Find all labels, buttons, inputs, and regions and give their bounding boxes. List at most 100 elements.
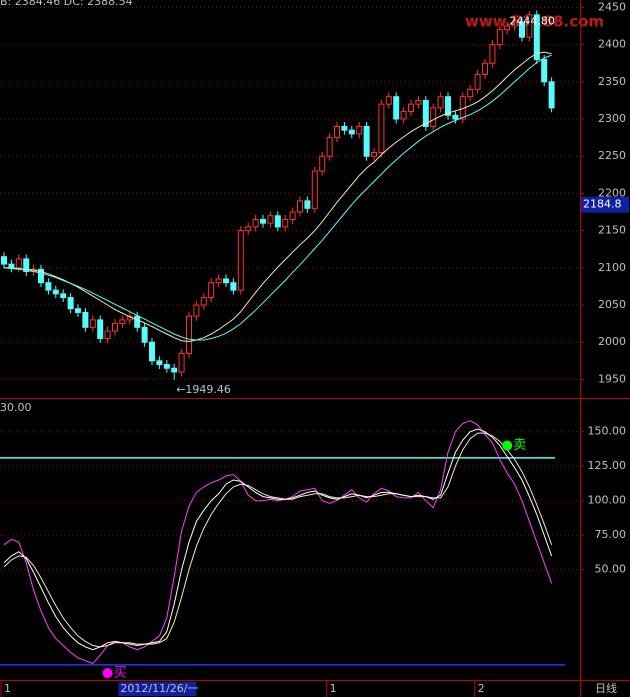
- candle-body: [474, 73, 481, 90]
- candle-body: [348, 129, 355, 135]
- candle-body: [289, 211, 296, 220]
- y-tick-label: 2200: [598, 186, 626, 199]
- candle-body: [437, 96, 444, 109]
- y-tick-label: 2350: [598, 75, 626, 88]
- signal-label: 卖: [513, 438, 526, 453]
- candle-body: [430, 107, 437, 127]
- candle-body: [97, 319, 104, 339]
- candle-body: [82, 311, 89, 328]
- candle-body: [526, 14, 533, 38]
- candle-body: [297, 200, 303, 213]
- candle-body: [356, 125, 363, 135]
- indicator-line: [3, 428, 553, 651]
- candle-body: [223, 278, 229, 284]
- candle-body: [326, 137, 333, 157]
- price-label: 2184.8: [583, 198, 622, 211]
- candle-body: [75, 308, 81, 313]
- candle-body: [171, 367, 178, 373]
- signal-dot: [502, 440, 513, 451]
- candle-body: [378, 103, 385, 154]
- candle-body: [496, 29, 503, 46]
- candle-body: [304, 200, 311, 209]
- candle-body: [230, 282, 237, 291]
- candle-body: [385, 96, 392, 105]
- indicator-line: [3, 432, 553, 648]
- candle-body: [393, 96, 400, 120]
- signal-label: 买: [114, 666, 127, 681]
- y-tick-label: 2450: [598, 0, 626, 13]
- candle-body: [60, 293, 67, 299]
- y-tick-label: 125.00: [588, 459, 627, 472]
- candle-body: [282, 218, 289, 228]
- y-tick-label: 100.00: [588, 494, 627, 507]
- candle-body: [112, 323, 118, 332]
- candle-body: [260, 218, 266, 224]
- moving-average: [4, 51, 552, 343]
- candle-body: [156, 360, 163, 366]
- candle-body: [482, 62, 488, 75]
- y-tick-label: 2250: [598, 149, 626, 162]
- annotation: 2444.80: [509, 14, 555, 27]
- x-tick-label: 2012/11/26/一: [120, 682, 198, 695]
- candle-body: [200, 297, 207, 306]
- signal-dot: [102, 668, 113, 679]
- candle-body: [8, 263, 15, 269]
- candle-body: [504, 25, 511, 31]
- candle-body: [141, 326, 148, 343]
- header: B: 2384.46 DC: 2388.54: [0, 0, 133, 8]
- y-tick-label: 2000: [598, 335, 626, 348]
- candle-body: [237, 230, 244, 291]
- candle-body: [548, 81, 555, 109]
- candle-body: [511, 21, 518, 27]
- y-tick-label: 2150: [598, 224, 626, 237]
- candle-body: [541, 59, 548, 83]
- candle-body: [38, 268, 44, 284]
- candle-body: [215, 278, 222, 284]
- candle-body: [15, 258, 22, 269]
- candle-body: [149, 341, 155, 362]
- candle-body: [45, 282, 52, 291]
- indicator-header: 30.00: [0, 401, 32, 414]
- candle-body: [519, 21, 525, 38]
- candle-body: [408, 103, 414, 113]
- candle-body: [104, 330, 111, 339]
- candle-body: [341, 125, 348, 131]
- indicator-line: [3, 420, 553, 664]
- candle-body: [252, 218, 259, 228]
- candle-body: [452, 114, 459, 120]
- candle-body: [245, 226, 252, 232]
- y-tick-label: 1950: [598, 372, 626, 385]
- candle-body: [422, 99, 429, 127]
- candle-body: [311, 170, 318, 209]
- y-tick-label: 2050: [598, 298, 626, 311]
- candle-body: [334, 125, 340, 139]
- y-tick-label: 150.00: [588, 425, 627, 438]
- candle-body: [319, 155, 326, 172]
- candle-body: [489, 44, 496, 64]
- y-tick-label: 2300: [598, 112, 626, 125]
- candle-body: [467, 88, 474, 98]
- candle-body: [415, 99, 422, 105]
- candle-body: [52, 289, 59, 295]
- candle-body: [193, 304, 200, 317]
- candle-body: [163, 364, 170, 369]
- annotation: ←1949.46: [176, 383, 231, 396]
- x-tick-label: 1: [330, 682, 337, 695]
- period-label: 日线: [595, 681, 617, 695]
- candle-body: [267, 215, 274, 224]
- candle-body: [208, 282, 215, 299]
- moving-average: [3, 54, 552, 341]
- candle-body: [134, 315, 141, 328]
- candle-body: [67, 297, 74, 310]
- candle-body: [89, 319, 96, 328]
- x-tick-label: 2: [478, 682, 485, 695]
- candle-body: [400, 111, 407, 120]
- candle-body: [445, 96, 451, 116]
- candle-body: [119, 319, 126, 325]
- candle-body: [186, 315, 192, 354]
- y-tick-label: 50.00: [595, 563, 627, 576]
- y-tick-label: 2400: [598, 38, 626, 51]
- candle-body: [363, 125, 370, 157]
